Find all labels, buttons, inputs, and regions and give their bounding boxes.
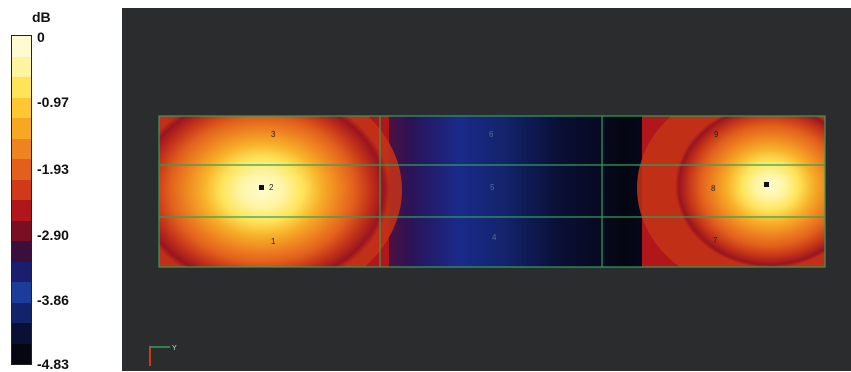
legend-band-12 [12, 282, 31, 303]
legend-color-bar [11, 35, 32, 365]
legend-tick-0: 0 [37, 29, 45, 45]
axis-triad-icon: Y [149, 345, 177, 366]
legend-band-14 [12, 323, 31, 344]
left-hot-spot [159, 116, 390, 267]
legend-band-5 [12, 138, 31, 159]
legend-band-13 [12, 302, 31, 323]
source-marker-right[interactable] [764, 182, 769, 187]
legend-band-9 [12, 220, 31, 241]
legend-tick-5: -4.83 [37, 356, 69, 372]
contour-plot: 1 2 3 4 5 6 7 8 9 [158, 115, 826, 268]
legend-unit-label: dB [32, 9, 51, 25]
legend-band-6 [12, 159, 31, 180]
region-label-5: 5 [490, 183, 495, 192]
region-label-9: 9 [714, 130, 719, 139]
legend-tick-4: -3.86 [37, 292, 69, 308]
legend-band-4 [12, 118, 31, 139]
source-marker-left[interactable] [259, 185, 264, 190]
legend-tick-2: -1.93 [37, 161, 69, 177]
region-label-6: 6 [489, 130, 494, 139]
color-scale-legend: dB 0 -0.97 -1.93 -2.90 -3.86 -4.83 [0, 0, 120, 371]
region-label-4: 4 [492, 233, 497, 242]
legend-band-0 [12, 36, 31, 57]
legend-band-3 [12, 97, 31, 118]
legend-band-7 [12, 179, 31, 200]
region-label-8: 8 [711, 184, 716, 193]
legend-band-2 [12, 77, 31, 98]
legend-band-11 [12, 261, 31, 282]
right-hot-spot [675, 116, 825, 267]
region-label-3: 3 [271, 130, 276, 139]
legend-tick-3: -2.90 [37, 227, 69, 243]
triad-axis-label: Y [172, 345, 177, 352]
legend-band-15 [12, 343, 31, 364]
region-label-1: 1 [271, 237, 276, 246]
region-label-7: 7 [713, 236, 718, 245]
panel-grid [158, 115, 826, 268]
legend-tick-1: -0.97 [37, 94, 69, 110]
region-label-2: 2 [269, 183, 274, 192]
legend-band-1 [12, 56, 31, 77]
model-viewport[interactable]: 1 2 3 4 5 6 7 8 9 [122, 8, 851, 371]
legend-band-10 [12, 241, 31, 262]
legend-band-8 [12, 200, 31, 221]
